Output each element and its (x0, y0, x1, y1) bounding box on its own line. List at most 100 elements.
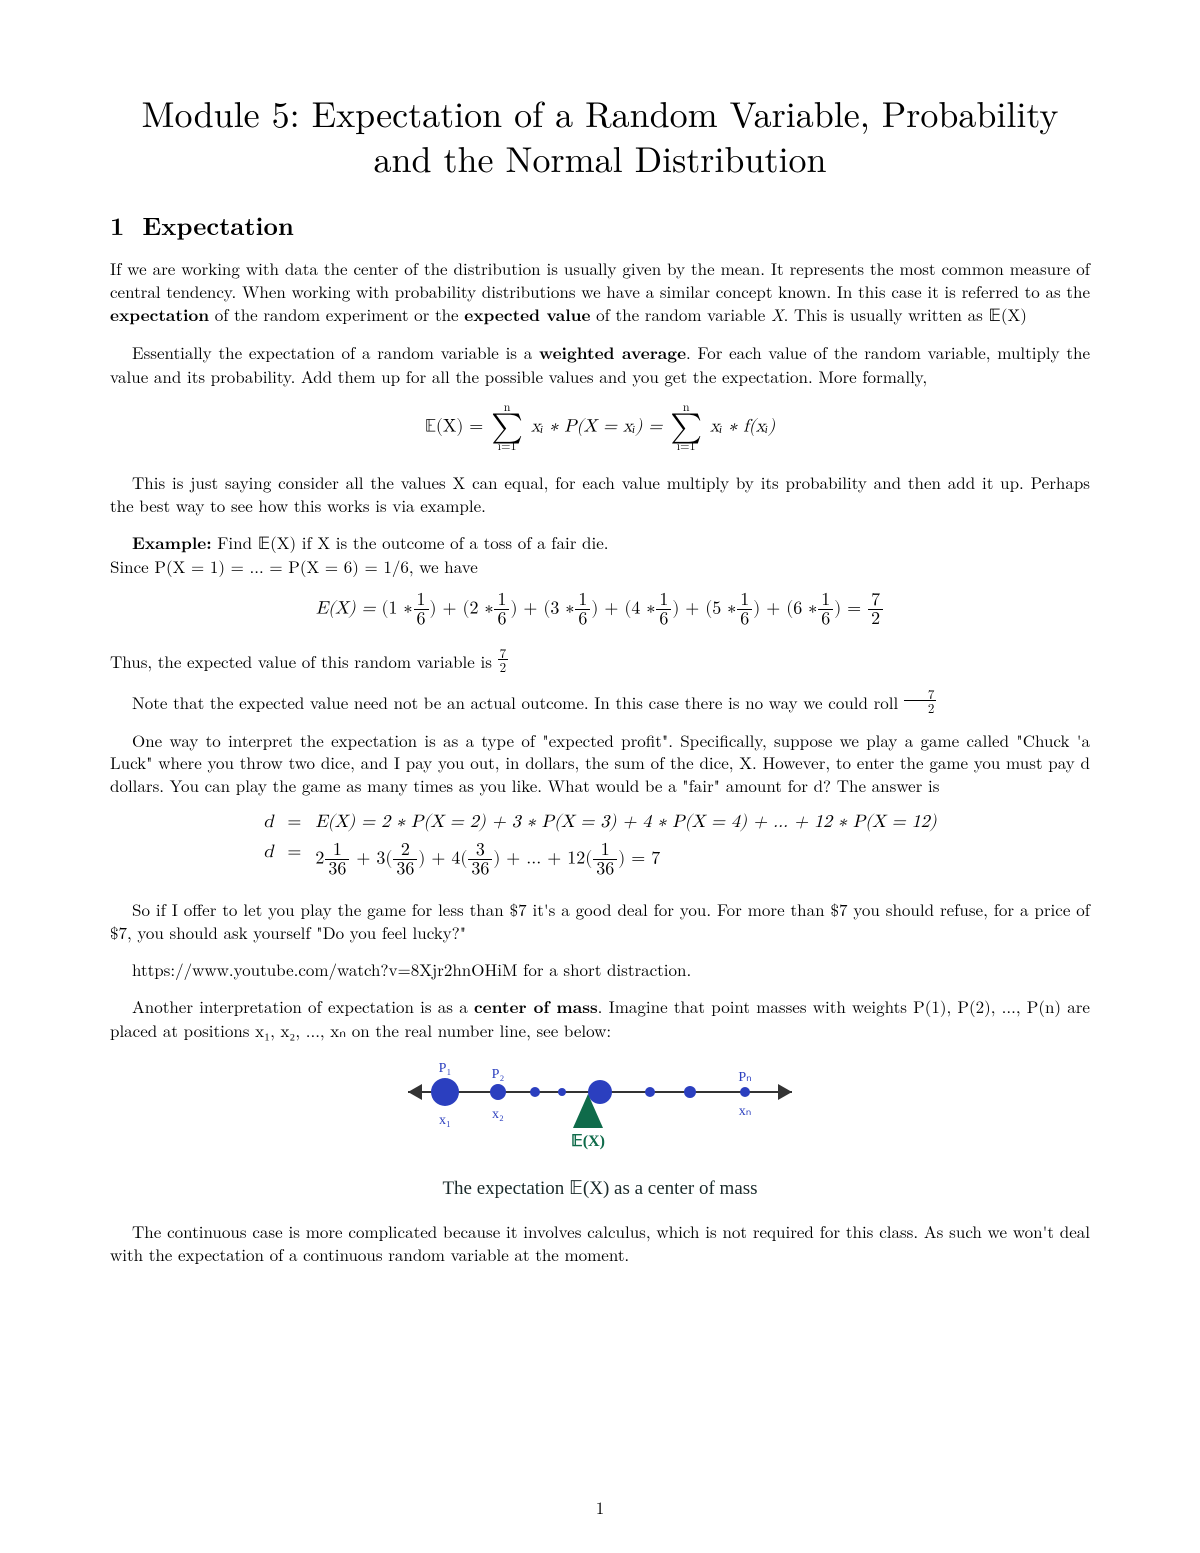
paragraph: Essentially the expectation of a random … (110, 341, 1090, 388)
equation-chuck-a-luck: d = E(X) = 2 ∗ P(X = 2) + 3 ∗ P(X = 3) +… (110, 811, 1090, 878)
numerator: 1 (494, 591, 509, 610)
bold-term: expected value (464, 303, 590, 327)
numerator: 7 (868, 591, 883, 610)
math-term: ) + (5 ∗ (672, 600, 736, 618)
text: Note that the expected value need not be… (132, 691, 904, 715)
math-term: ) + (3 ∗ (510, 600, 574, 618)
svg-text:x₁: x₁ (439, 1113, 451, 1128)
text: Since P(X = 1) = ... = P(X = 6) = 1/6, w… (110, 554, 478, 578)
equation-expectation-def: 𝔼(X) = n ∑ i=1 xᵢ ∗ P(X = xᵢ) = n ∑ i=1 … (110, 402, 1090, 453)
center-of-mass-figure: P₁x₁P₂x₂Pₙxₙ𝔼(X) The expectation 𝔼(X) as… (110, 1056, 1090, 1200)
math-lhs: d (263, 811, 273, 833)
text: Essentially the expectation of a random … (132, 340, 539, 364)
fraction: 16 (818, 591, 833, 628)
fraction: 136 (325, 841, 349, 878)
math-var: X (771, 302, 784, 326)
fraction: 336 (468, 841, 492, 878)
svg-text:xₙ: xₙ (739, 1104, 752, 1119)
paragraph: So if I offer to let you play the game f… (110, 898, 1090, 944)
svg-text:x₂: x₂ (492, 1107, 504, 1122)
section-number: 1 (110, 208, 124, 243)
numerator: 1 (656, 591, 671, 610)
math-lhs: E(X) = (316, 600, 382, 618)
text: of the random variable (590, 302, 771, 326)
text: of the random experiment or the (209, 302, 464, 326)
denominator: 2 (904, 701, 937, 714)
denominator: 6 (737, 610, 752, 628)
bold-term: center of mass (474, 995, 598, 1019)
math-term: ) + (2 ∗ (430, 600, 494, 618)
page: Module 5: Expectation of a Random Variab… (0, 0, 1200, 1553)
math-term: xᵢ ∗ f(xᵢ) (710, 417, 775, 435)
math-lhs: d (263, 841, 273, 878)
numerator: 1 (575, 591, 590, 610)
fraction: 236 (393, 841, 417, 878)
sum-lower: i=1 (491, 441, 523, 453)
math-eq: = (287, 841, 301, 878)
section-title: Expectation (142, 208, 293, 243)
denominator: 36 (593, 860, 617, 878)
bold-term: weighted average (539, 341, 686, 365)
math-term: xᵢ ∗ P(X = xᵢ) = (531, 417, 662, 435)
numerator: 1 (414, 591, 429, 610)
figure-caption: The expectation 𝔼(X) as a center of mass (110, 1177, 1090, 1200)
math-rhs: E(X) = 2 ∗ P(X = 2) + 3 ∗ P(X = 3) + 4 ∗… (315, 811, 936, 833)
denominator: 6 (818, 610, 833, 628)
section-heading: 1 Expectation (110, 208, 1090, 243)
summation-icon: n ∑ i=1 (491, 402, 523, 453)
math-term: ) = (834, 600, 861, 618)
svg-text:P₁: P₁ (439, 1061, 452, 1076)
math-term: (1 ∗ (382, 600, 413, 618)
equation-die-example: E(X) = (1 ∗16) + (2 ∗16) + (3 ∗16) + (4 … (110, 591, 1090, 628)
link-paragraph: https://www.youtube.com/watch?v=8Xjr2hnO… (110, 958, 1090, 981)
math-term: + 3( (350, 850, 392, 868)
math-eq: = (287, 811, 301, 833)
paragraph: Thus, the expected value of this random … (110, 646, 1090, 673)
inline-fraction: 72 (498, 646, 509, 673)
denominator: 2 (498, 660, 509, 673)
sigma-icon: ∑ (491, 414, 523, 441)
numerator: 1 (737, 591, 752, 610)
denominator: 6 (575, 610, 590, 628)
text: Thus, the expected value of this random … (110, 650, 498, 674)
fraction: 16 (656, 591, 671, 628)
math-term: ) = 7 (618, 850, 660, 868)
paragraph: One way to interpret the expectation is … (110, 729, 1090, 798)
math-term: 2 (315, 850, 324, 868)
text: If we are working with data the center o… (110, 256, 1090, 303)
inline-fraction: 72 (904, 687, 937, 714)
numerator: 1 (818, 591, 833, 610)
text: Another interpretation of expectation is… (132, 994, 474, 1018)
bold-label: Example: (132, 531, 212, 555)
fraction: 16 (494, 591, 509, 628)
example-paragraph: Example: Find 𝔼(X) if X is the outcome o… (110, 531, 1090, 578)
math-term: ) + (6 ∗ (753, 600, 817, 618)
number-line-diagram: P₁x₁P₂x₂Pₙxₙ𝔼(X) (390, 1056, 810, 1166)
numerator: 1 (593, 841, 617, 860)
sigma-icon: ∑ (670, 414, 702, 441)
text: . This is usually written as 𝔼(X) (784, 302, 1027, 326)
denominator: 2 (868, 610, 883, 628)
svg-text:Pₙ: Pₙ (738, 1070, 751, 1085)
math-term: ) + ... + 12( (493, 850, 592, 868)
denominator: 6 (414, 610, 429, 628)
fraction: 16 (737, 591, 752, 628)
denominator: 6 (494, 610, 509, 628)
svg-text:𝔼(X): 𝔼(X) (571, 1133, 605, 1150)
numerator: 2 (393, 841, 417, 860)
math-term: ) + 4( (418, 850, 467, 868)
page-number: 1 (0, 1495, 1200, 1519)
fraction: 16 (414, 591, 429, 628)
math-term: ) + (4 ∗ (591, 600, 655, 618)
denominator: 36 (393, 860, 417, 878)
bold-term: expectation (110, 303, 209, 327)
paragraph: Note that the expected value need not be… (110, 687, 1090, 714)
denominator: 36 (325, 860, 349, 878)
math-rhs: 2136 + 3(236) + 4(336) + ... + 12(136) =… (315, 841, 936, 878)
paragraph: The continuous case is more complicated … (110, 1220, 1090, 1266)
fraction: 136 (593, 841, 617, 878)
fraction: 16 (575, 591, 590, 628)
denominator: 6 (656, 610, 671, 628)
page-title: Module 5: Expectation of a Random Variab… (110, 90, 1090, 180)
paragraph: Another interpretation of expectation is… (110, 995, 1090, 1042)
